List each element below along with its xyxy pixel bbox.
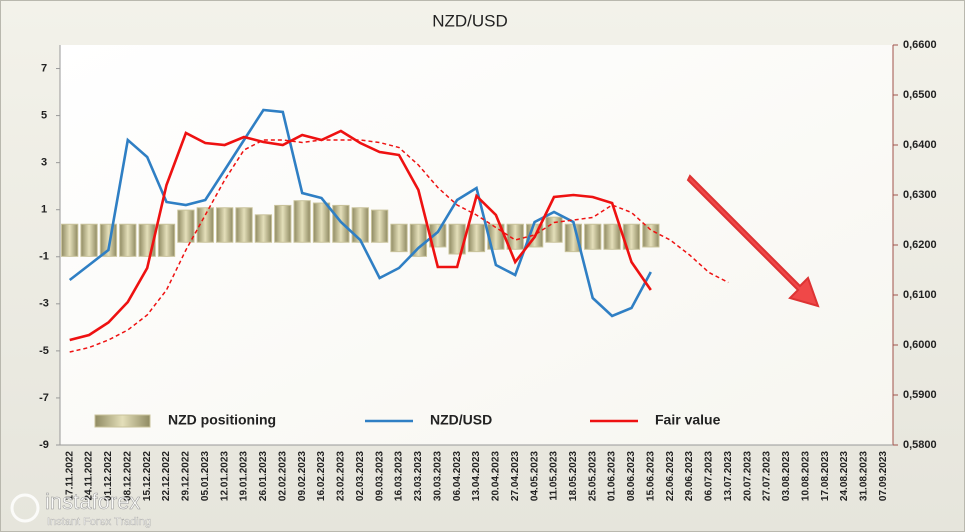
x-tick-label: 20.07.2023 — [742, 451, 753, 501]
x-tick-label: 23.03.2023 — [413, 451, 424, 501]
y-tick-label: 3 — [41, 157, 47, 169]
x-tick-label: 23.02.2023 — [336, 451, 347, 501]
legend-swatch — [94, 414, 151, 428]
bar — [293, 200, 311, 243]
x-tick-label: 13.07.2023 — [723, 451, 734, 501]
x-tick-label: 17.11.2022 — [64, 451, 75, 501]
x-tick-label: 01.12.2022 — [103, 451, 114, 501]
y-tick-label: -1 — [39, 251, 49, 263]
x-tick-label: 15.06.2023 — [645, 451, 656, 501]
x-tick-label: 15.12.2022 — [142, 451, 153, 501]
y2-tick-label: 0,6600 — [903, 39, 937, 51]
x-tick-label: 06.04.2023 — [452, 451, 463, 501]
bar — [196, 207, 214, 243]
x-tick-label: 10.08.2023 — [800, 451, 811, 501]
bar — [371, 209, 389, 243]
legend-label: Fair value — [655, 412, 721, 428]
bar — [351, 207, 369, 243]
x-tick-label: 27.04.2023 — [510, 451, 521, 501]
x-tick-label: 09.03.2023 — [374, 451, 385, 501]
y-tick-label: -5 — [39, 345, 49, 357]
y2-tick-label: 0,6400 — [903, 139, 937, 151]
bar — [332, 204, 350, 243]
watermark: instaforex Instant Forex Trading — [10, 489, 151, 528]
x-tick-label: 29.12.2022 — [181, 451, 192, 501]
line — [69, 129, 652, 342]
x-tick-label: 17.08.2023 — [820, 451, 831, 501]
x-tick-label: 05.01.2023 — [200, 451, 211, 501]
x-tick-label: 03.08.2023 — [781, 451, 792, 501]
x-tick-label: 09.02.2023 — [297, 451, 308, 501]
bar — [80, 223, 98, 257]
plot: -9 -7 -5 -3 -1 1 3 5 7 0,5800 0,5900 0,6000 0,6100 0,… — [39, 39, 937, 501]
y2-tick-label: 0,6100 — [903, 289, 937, 301]
x-tick-label: 22.06.2023 — [665, 451, 676, 501]
bar — [390, 223, 408, 253]
bar — [642, 223, 660, 248]
bar — [409, 223, 428, 257]
x-tick-label: 01.06.2023 — [607, 451, 618, 501]
x-tick-label: 30.03.2023 — [432, 451, 443, 501]
bar — [119, 223, 137, 257]
x-tick-label: 02.03.2023 — [355, 451, 366, 501]
y2-tick-label: 0,5900 — [903, 389, 937, 401]
y-tick-label: 1 — [41, 204, 47, 216]
bar — [157, 223, 176, 257]
y2-tick-label: 0,6000 — [903, 339, 937, 351]
y-tick-label: 5 — [41, 109, 47, 121]
x-tick-label: 16.03.2023 — [394, 451, 405, 501]
x-tick-label: 13.04.2023 — [471, 451, 482, 501]
x-tick-label: 16.02.2023 — [316, 451, 327, 501]
watermark-logo — [10, 493, 40, 523]
x-tick-label: 02.02.2023 — [277, 451, 288, 501]
bar — [545, 216, 563, 243]
y2-tick-label: 0,5800 — [903, 439, 937, 451]
legend-label: NZD/USD — [430, 412, 492, 428]
y2-tick-label: 0,6500 — [903, 89, 937, 101]
x-tick-label: 25.05.2023 — [587, 451, 598, 501]
bar — [177, 209, 195, 243]
bar — [603, 223, 621, 250]
bar — [274, 204, 292, 243]
watermark-brand: instaforex — [45, 489, 140, 514]
bar — [235, 207, 253, 243]
trend-arrow — [686, 174, 820, 308]
trend-line — [69, 139, 729, 353]
line — [68, 108, 652, 318]
bar — [61, 223, 79, 257]
bar — [312, 202, 331, 243]
x-tick-label: 06.07.2023 — [704, 451, 715, 501]
x-tick-label: 24.11.2022 — [84, 451, 95, 501]
x-tick-label: 27.07.2023 — [762, 451, 773, 501]
x-tick-label: 08.12.2022 — [122, 451, 133, 501]
x-tick-label: 04.05.2023 — [529, 451, 540, 501]
y-tick-label: -3 — [39, 298, 49, 310]
watermark-tagline: Instant Forex Trading — [47, 516, 151, 528]
x-tick-label: 07.09.2023 — [878, 451, 889, 501]
legend-label: NZD positioning — [168, 412, 276, 428]
x-tick-label: 12.01.2023 — [219, 451, 230, 501]
x-tick-label: 29.06.2023 — [684, 451, 695, 501]
x-tick-label: 31.08.2023 — [859, 451, 870, 501]
x-tick-label: 24.08.2023 — [839, 451, 850, 501]
x-tick-label: 08.06.2023 — [626, 451, 637, 501]
y-tick-label: 7 — [41, 62, 47, 74]
x-tick-label: 19.01.2023 — [239, 451, 250, 501]
y2-tick-label: 0,6300 — [903, 189, 937, 201]
bar — [216, 207, 234, 243]
y-tick-label: -7 — [39, 392, 49, 404]
y2-tick-label: 0,6200 — [903, 239, 937, 251]
bar — [254, 214, 273, 243]
x-tick-label: 22.12.2022 — [161, 451, 172, 501]
bar — [506, 223, 524, 250]
chart-title: NZD/USD — [432, 11, 508, 30]
x-tick-label: 11.05.2023 — [549, 451, 560, 501]
x-tick-label: 26.01.2023 — [258, 451, 269, 501]
bar — [467, 223, 486, 253]
x-tick-label: 20.04.2023 — [491, 451, 502, 501]
y-tick-label: -9 — [39, 439, 49, 451]
x-tick-label: 18.05.2023 — [568, 451, 579, 501]
bar — [584, 223, 602, 250]
